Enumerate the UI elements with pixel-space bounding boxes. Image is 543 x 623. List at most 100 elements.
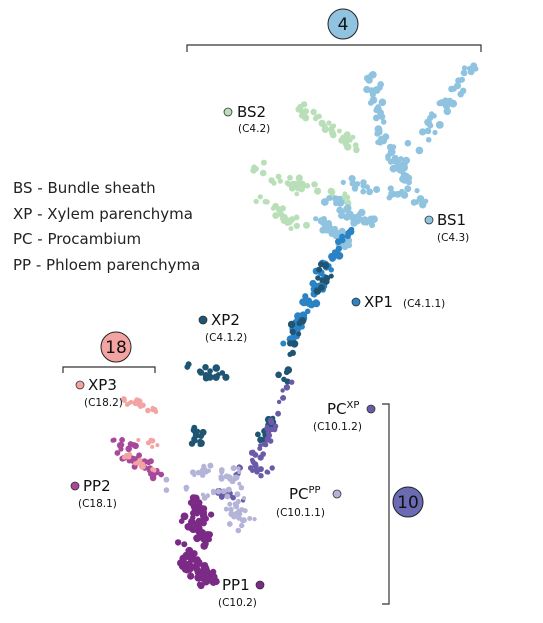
legend-abbr: BS (13, 179, 33, 197)
cell-point (339, 233, 346, 240)
cell-point (354, 181, 361, 187)
cell-point (182, 566, 188, 573)
cell-point (210, 573, 218, 581)
cell-point (321, 123, 328, 130)
cell-point (219, 370, 226, 376)
cell-point (342, 191, 348, 197)
cell-point (196, 581, 203, 588)
cell-point (195, 517, 202, 525)
cell-point (264, 425, 270, 432)
cell-point (189, 469, 196, 476)
cell-point (237, 469, 242, 475)
cell-point (372, 86, 381, 94)
cell-point (435, 121, 444, 129)
cell-point (150, 444, 155, 449)
cell-point (257, 436, 264, 444)
cell-point (253, 166, 259, 172)
cell-point (132, 401, 138, 407)
cell-point (395, 165, 404, 174)
cell-point (295, 106, 302, 113)
cell-point (370, 97, 377, 104)
cell-point (389, 148, 396, 156)
legend-abbr: XP (13, 204, 33, 223)
cell-point (432, 129, 438, 136)
legend-item-pc: PC - Procambium (13, 227, 200, 253)
cell-point (400, 191, 409, 199)
cell-point (208, 511, 215, 518)
cell-point (270, 206, 276, 211)
cell-point (236, 466, 241, 471)
cluster-code-pp1: (C10.2) (218, 597, 257, 609)
cell-point (139, 464, 145, 470)
cell-point (119, 437, 125, 443)
cell-point (257, 194, 263, 200)
cluster-name-xp3: XP3 (88, 376, 117, 394)
cell-point (272, 212, 280, 219)
cell-point (257, 466, 264, 473)
badge-10-circle (392, 486, 424, 518)
cell-point (307, 300, 316, 309)
cell-point (192, 437, 198, 444)
cell-point (448, 85, 455, 93)
cell-point (327, 227, 335, 235)
cell-point (258, 473, 264, 479)
cell-point (313, 114, 320, 120)
cell-point (314, 187, 322, 195)
cell-point (300, 101, 308, 108)
cell-point (116, 442, 124, 449)
cell-point (284, 378, 291, 385)
legend-name: Procambium (47, 230, 142, 248)
cell-point (200, 472, 206, 478)
cell-point (223, 506, 229, 512)
bracket-group-4 (186, 44, 482, 52)
cell-point (275, 371, 282, 379)
cell-point (193, 534, 202, 543)
cell-point (195, 428, 201, 434)
cluster-code-bs2: (C4.2) (238, 123, 270, 135)
cell-point (280, 213, 288, 221)
cell-point (255, 431, 261, 438)
cell-point (386, 194, 393, 201)
cell-point (203, 541, 209, 547)
cluster-name-bs2: BS2 (237, 103, 266, 121)
cell-point (193, 565, 201, 573)
cell-point (360, 179, 367, 186)
cell-point (337, 128, 342, 134)
cell-point (385, 153, 391, 159)
cell-point (207, 462, 214, 469)
cell-point (140, 402, 146, 408)
cell-point (317, 217, 325, 225)
cluster-marker-bs1 (424, 215, 434, 225)
cell-point (222, 373, 230, 381)
cell-point (380, 119, 387, 125)
cell-point (202, 372, 210, 379)
badge-4-circle (327, 8, 359, 40)
cell-point (125, 445, 132, 453)
cell-point (318, 284, 325, 291)
cell-point (304, 308, 311, 315)
cell-point (248, 449, 256, 456)
cell-point (193, 526, 199, 533)
cell-point (272, 423, 279, 429)
cell-point (232, 475, 239, 482)
cell-point (227, 501, 233, 507)
cluster-label-pcpp: PCPP (C10.1.1) (276, 485, 342, 519)
cell-point (300, 298, 308, 307)
cell-point (235, 499, 241, 505)
cell-point (378, 98, 387, 107)
cell-point (293, 222, 300, 230)
legend-sep: - (31, 255, 47, 274)
cell-point (258, 443, 263, 448)
cell-point (329, 129, 336, 137)
bracket-group-18 (62, 366, 156, 373)
cell-point (205, 493, 211, 499)
cell-point (110, 438, 116, 443)
legend-item-xp: XP - Xylem parenchyma (13, 202, 200, 228)
cell-point (181, 558, 187, 565)
cell-point (311, 181, 318, 188)
cell-point (365, 217, 372, 224)
cell-point (204, 470, 209, 475)
cluster-marker-xp3 (75, 380, 85, 390)
badge-18-circle (100, 331, 132, 363)
